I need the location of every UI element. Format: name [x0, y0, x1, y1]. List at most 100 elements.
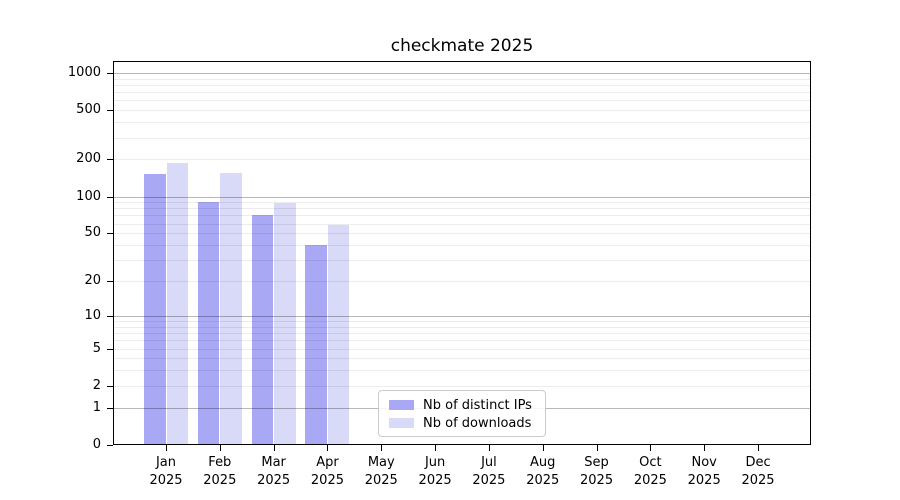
y-tick-label-100: 100	[76, 188, 101, 204]
legend: Nb of distinct IPs Nb of downloads	[378, 390, 546, 437]
x-tick-may	[381, 445, 383, 451]
y-tick-5	[107, 348, 113, 350]
y-gridline-minor-80	[114, 208, 810, 210]
legend-label-downloads: Nb of downloads	[423, 415, 532, 431]
y-gridline-minor-4	[114, 358, 810, 360]
x-tick-label-jan: Jan 2025	[134, 454, 198, 489]
x-tick-label-year: 2025	[633, 472, 667, 488]
y-tick-label-0: 0	[92, 437, 101, 452]
x-tick-label-month: Nov	[691, 455, 717, 470]
x-tick-label-month: Jul	[481, 455, 497, 470]
x-tick-apr	[327, 445, 329, 451]
x-tick-label-year: 2025	[364, 472, 398, 488]
x-tick-label-month: May	[367, 455, 395, 470]
plot-area	[113, 61, 811, 445]
x-tick-jun	[435, 445, 437, 451]
y-tick-label-2: 2	[92, 377, 101, 393]
x-tick-label-feb: Feb 2025	[188, 454, 252, 489]
y-gridline-minor-3	[114, 370, 810, 372]
y-tick-50	[107, 233, 113, 235]
x-tick-jan	[166, 445, 167, 451]
x-tick-label-month: Aug	[530, 455, 556, 470]
legend-item-distinct-ips: Nb of distinct IPs	[389, 396, 535, 414]
y-gridline-minor-5	[114, 348, 810, 350]
x-tick-label-month: Jun	[424, 455, 446, 470]
x-tick-label-month: Mar	[261, 455, 286, 470]
x-tick-label-year: 2025	[203, 472, 237, 488]
bar-nb-of-downloads-feb	[220, 173, 242, 444]
y-gridline-minor-7	[114, 333, 810, 335]
y-tick-label-10: 10	[84, 307, 101, 323]
x-tick-label-month: Jan	[155, 455, 177, 470]
x-tick-nov	[704, 445, 706, 451]
y-tick-1	[107, 407, 113, 409]
x-tick-label-year: 2025	[580, 472, 614, 488]
x-tick-label-year: 2025	[687, 472, 721, 488]
y-tick-label-20: 20	[84, 273, 101, 289]
bar-nb-of-distinct-ips-apr	[305, 245, 327, 444]
y-gridline-minor-400	[114, 122, 810, 124]
bar-nb-of-downloads-apr	[327, 224, 350, 444]
x-tick-label-jul: Jul 2025	[457, 454, 521, 489]
y-gridline-minor-900	[114, 78, 810, 80]
bar-nb-of-distinct-ips-feb	[197, 201, 220, 444]
x-tick-feb	[219, 445, 221, 451]
bar-nb-of-distinct-ips-jan	[144, 174, 166, 444]
x-tick-label-may: May 2025	[349, 454, 413, 489]
bar-nb-of-downloads-mar	[274, 203, 296, 444]
y-tick-20	[107, 281, 113, 283]
y-gridline-major-1000	[114, 73, 810, 74]
y-gridline-minor-90	[114, 202, 810, 204]
y-gridline-minor-70	[114, 215, 810, 217]
x-tick-label-month: Sep	[584, 455, 609, 470]
x-tick-label-mar: Mar 2025	[242, 454, 306, 489]
x-tick-label-oct: Oct 2025	[618, 454, 682, 489]
y-gridline-minor-6	[114, 340, 810, 342]
y-gridline-minor-50	[114, 233, 810, 235]
y-tick-0	[107, 445, 113, 446]
y-tick-500	[107, 110, 113, 112]
y-gridline-minor-200	[114, 159, 810, 161]
y-tick-1000	[107, 73, 113, 74]
bar-nb-of-distinct-ips-mar	[251, 214, 274, 444]
y-tick-200	[107, 159, 113, 161]
y-tick-2	[107, 385, 113, 387]
x-tick-label-year: 2025	[741, 472, 775, 488]
x-tick-label-year: 2025	[310, 472, 344, 488]
x-tick-label-year: 2025	[257, 472, 291, 488]
y-gridline-minor-40	[114, 245, 810, 247]
y-gridline-minor-8	[114, 326, 810, 328]
x-tick-label-apr: Apr 2025	[295, 454, 359, 489]
y-gridline-minor-800	[114, 85, 810, 86]
x-tick-aug	[542, 445, 544, 451]
y-gridline-major-10	[114, 315, 810, 317]
x-tick-label-month: Dec	[745, 455, 771, 470]
y-gridline-minor-600	[114, 100, 810, 102]
y-gridline-major-100	[114, 196, 810, 198]
y-gridline-minor-20	[114, 281, 810, 283]
legend-label-distinct-ips: Nb of distinct IPs	[423, 397, 532, 413]
y-tick-100	[107, 196, 113, 198]
x-tick-jul	[488, 445, 490, 451]
x-tick-label-sep: Sep 2025	[565, 454, 629, 489]
x-tick-label-aug: Aug 2025	[511, 454, 575, 489]
x-tick-label-month: Feb	[208, 455, 232, 470]
y-gridline-minor-500	[114, 110, 810, 112]
y-tick-label-500: 500	[76, 102, 101, 118]
y-gridline-minor-2	[114, 385, 810, 387]
x-tick-mar	[273, 445, 275, 451]
x-tick-label-jun: Jun 2025	[403, 454, 467, 489]
y-tick-label-1: 1	[92, 399, 101, 415]
x-tick-sep	[596, 445, 598, 451]
bar-nb-of-downloads-jan	[166, 163, 188, 444]
y-tick-10	[107, 315, 113, 317]
chart-title: checkmate 2025	[390, 36, 534, 56]
y-tick-label-50: 50	[84, 225, 101, 241]
y-gridline-minor-60	[114, 223, 810, 225]
x-tick-label-nov: Nov 2025	[672, 454, 736, 489]
legend-swatch-downloads	[389, 417, 414, 429]
y-tick-label-1000: 1000	[67, 65, 101, 80]
y-tick-label-5: 5	[92, 340, 101, 356]
legend-item-downloads: Nb of downloads	[389, 414, 535, 432]
